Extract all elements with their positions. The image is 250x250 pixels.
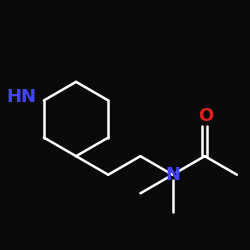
Text: O: O [198,107,214,125]
Text: N: N [165,166,180,184]
Text: HN: HN [7,88,37,106]
